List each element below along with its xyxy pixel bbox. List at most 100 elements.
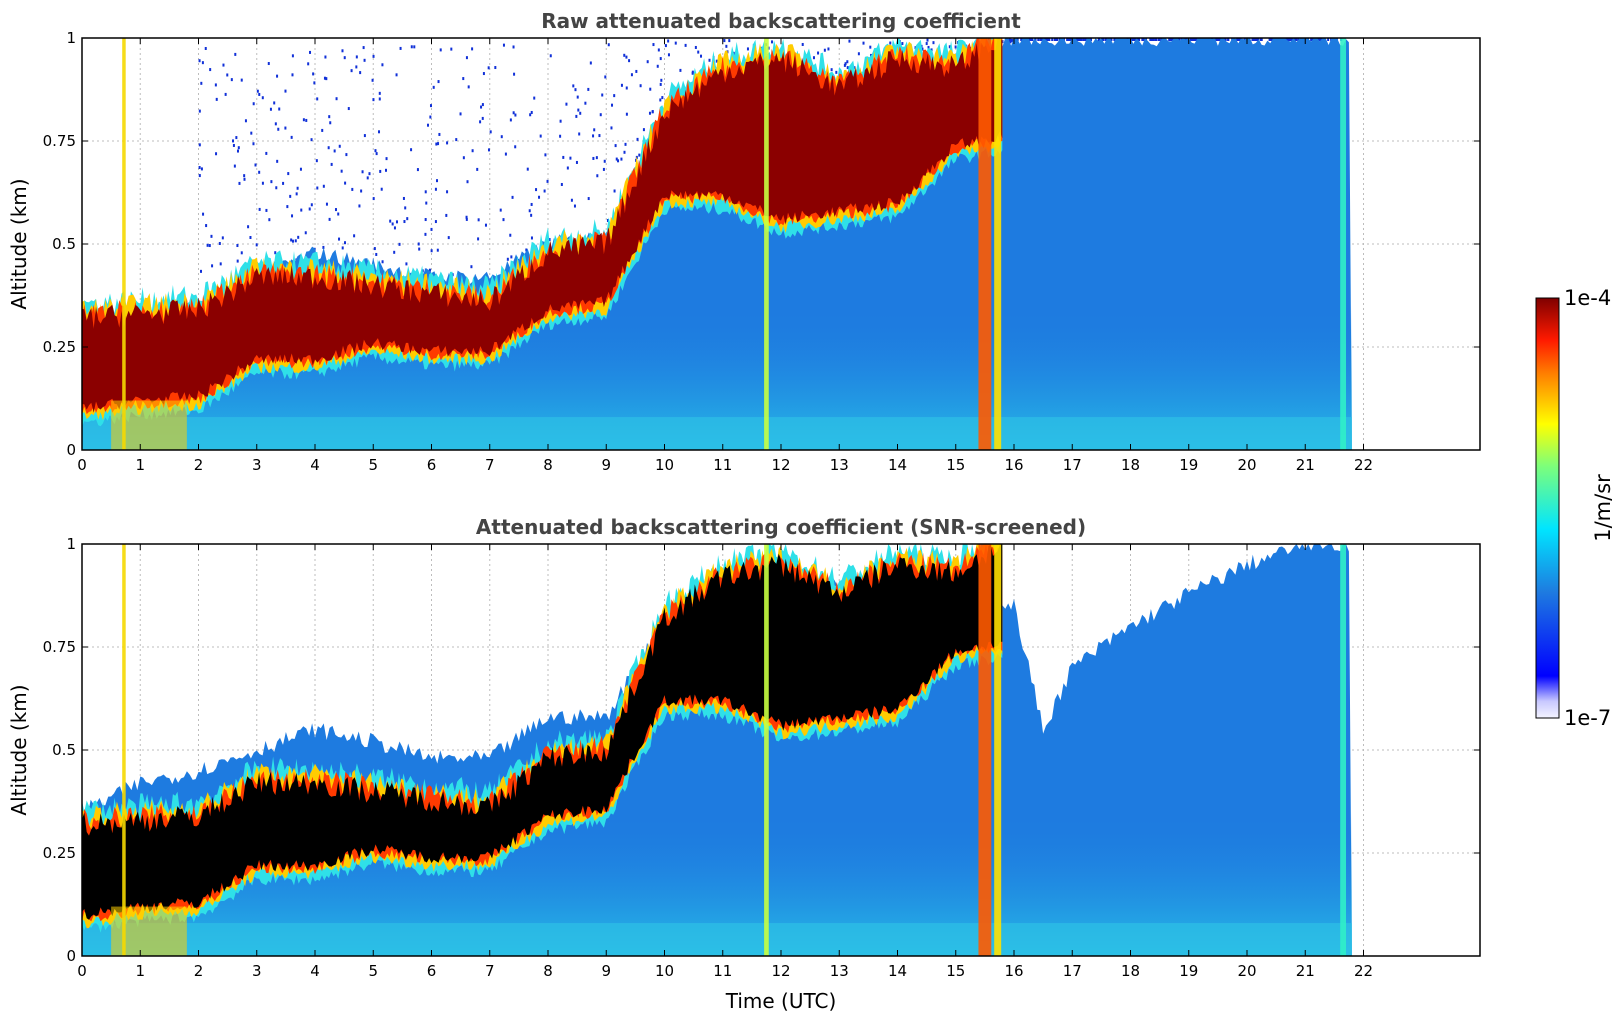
x-tick-label: 11: [713, 962, 732, 980]
noise-speckle: [1075, 38, 1078, 41]
noise-speckle: [425, 201, 428, 205]
noise-speckle: [715, 59, 718, 63]
noise-speckle: [270, 180, 273, 184]
noise-speckle: [487, 148, 490, 152]
x-tick-label: 1: [135, 962, 145, 980]
surface-band: [82, 923, 1352, 956]
noise-speckle: [652, 43, 655, 47]
noise-speckle: [1269, 38, 1272, 41]
x-tick-label: 5: [368, 456, 378, 474]
noise-speckle: [691, 71, 694, 75]
noise-speckle: [538, 195, 541, 199]
noise-speckle: [927, 45, 930, 49]
noise-speckle: [405, 262, 408, 266]
noise-speckle: [445, 213, 448, 217]
noise-speckle: [240, 78, 243, 82]
noise-speckle: [559, 119, 562, 123]
noise-speckle: [857, 52, 860, 56]
noise-speckle: [417, 242, 420, 246]
panel-raw: Raw attenuated backscattering coefficien…: [7, 9, 1481, 474]
noise-speckle: [350, 69, 353, 73]
noise-speckle: [1076, 38, 1079, 41]
noise-speckle: [1256, 38, 1259, 41]
noise-speckle: [309, 50, 312, 54]
noise-speckle: [252, 102, 255, 106]
x-tick-label: 2: [194, 962, 204, 980]
noise-speckle: [667, 53, 670, 57]
x-tick-label: 4: [310, 456, 320, 474]
noise-speckle: [275, 186, 278, 190]
vertical-column: [764, 544, 769, 956]
noise-speckle: [359, 71, 362, 75]
noise-speckle: [226, 73, 229, 77]
noise-speckle: [307, 62, 310, 66]
noise-speckle: [215, 152, 218, 156]
noise-speckle: [363, 58, 366, 62]
noise-speckle: [465, 217, 468, 221]
x-tick-label: 19: [1179, 962, 1198, 980]
noise-speckle: [544, 153, 547, 157]
noise-speckle: [1297, 38, 1300, 41]
noise-speckle: [1294, 38, 1297, 41]
noise-speckle: [341, 246, 344, 250]
noise-speckle: [290, 135, 293, 139]
noise-speckle: [344, 241, 347, 245]
x-tick-label: 20: [1237, 962, 1256, 980]
noise-speckle: [1168, 38, 1171, 41]
noise-speckle: [593, 128, 596, 132]
noise-speckle: [413, 45, 416, 49]
noise-speckle: [249, 235, 252, 239]
noise-speckle: [476, 167, 479, 171]
noise-speckle: [395, 220, 398, 224]
noise-speckle: [869, 45, 872, 49]
noise-speckle: [371, 78, 374, 82]
noise-speckle: [639, 84, 642, 88]
noise-speckle: [198, 109, 201, 113]
noise-speckle: [403, 220, 406, 224]
noise-speckle: [236, 259, 239, 263]
noise-speckle: [601, 93, 604, 97]
noise-speckle: [844, 62, 847, 66]
noise-speckle: [268, 218, 271, 222]
noise-speckle: [1189, 38, 1192, 41]
noise-speckle: [901, 42, 904, 46]
noise-speckle: [455, 138, 458, 142]
noise-speckle: [291, 73, 294, 77]
noise-speckle: [1082, 38, 1085, 41]
noise-speckle: [620, 157, 623, 161]
x-tick-label: 5: [368, 962, 378, 980]
noise-speckle: [334, 208, 337, 212]
noise-speckle: [232, 143, 235, 147]
noise-speckle: [801, 42, 804, 46]
y-tick-label: 0.25: [43, 338, 76, 356]
noise-speckle: [398, 242, 401, 246]
noise-speckle: [1158, 38, 1161, 41]
noise-speckle: [559, 134, 562, 138]
noise-speckle: [1286, 38, 1289, 41]
noise-speckle: [296, 186, 299, 190]
noise-speckle: [277, 127, 280, 131]
noise-speckle: [679, 68, 682, 72]
noise-speckle: [659, 82, 662, 86]
noise-speckle: [723, 39, 726, 43]
noise-speckle: [812, 56, 815, 60]
x-tick-label: 2: [194, 456, 204, 474]
noise-speckle: [238, 181, 241, 185]
noise-speckle: [1102, 38, 1105, 41]
noise-speckle: [219, 262, 222, 266]
noise-speckle: [684, 43, 687, 47]
x-tick-label: 3: [252, 962, 262, 980]
noise-speckle: [256, 89, 259, 93]
x-tick-label: 22: [1354, 456, 1373, 474]
noise-speckle: [436, 248, 439, 252]
noise-speckle: [657, 48, 660, 52]
noise-speckle: [667, 39, 670, 43]
x-tick-label: 13: [830, 962, 849, 980]
noise-speckle: [459, 112, 462, 116]
noise-speckle: [385, 157, 388, 161]
x-tick-label: 3: [252, 456, 262, 474]
noise-speckle: [323, 76, 326, 80]
noise-speckle: [932, 41, 935, 45]
noise-speckle: [343, 56, 346, 60]
noise-speckle: [664, 44, 667, 48]
